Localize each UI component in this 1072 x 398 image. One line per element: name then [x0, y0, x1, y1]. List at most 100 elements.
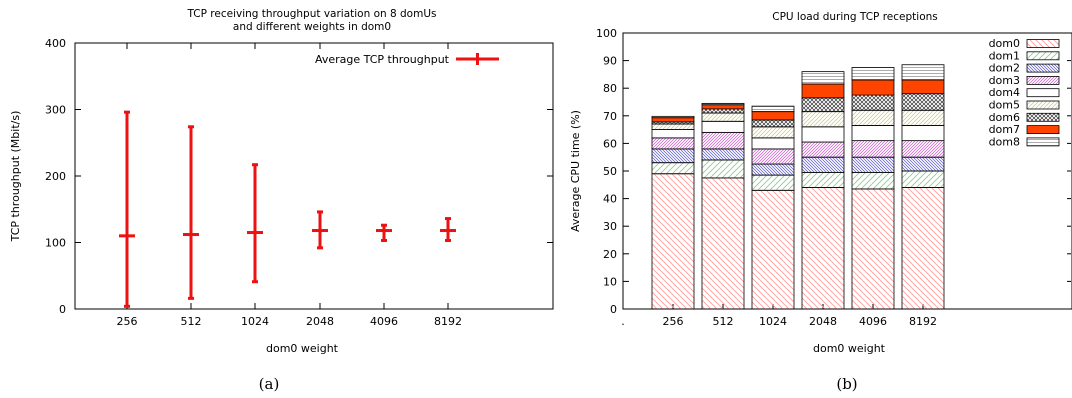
chart-b-segment-dom5 [801, 111, 845, 128]
chart-b-title: CPU load during TCP receptions [772, 11, 938, 23]
chart-b-segment-dom8 [901, 64, 945, 81]
chart-b-segment-dom1 [651, 162, 695, 175]
chart-b-segment-dom0 [851, 188, 895, 310]
chart-b-segment-dom1 [901, 170, 945, 188]
chart-b-segment-dom0 [651, 173, 695, 310]
chart-a-errorbar-256 [119, 110, 135, 308]
chart-b-legend-label-dom1: dom1 [989, 49, 1020, 62]
chart-b-segment-dom8 [651, 115, 695, 119]
chart-b-segment-dom7 [701, 104, 745, 110]
chart-b-x-tick-label: 256 [663, 315, 684, 328]
chart-b-segment-dom4 [901, 125, 945, 142]
chart-b-segment-dom6 [801, 97, 845, 113]
chart-b-segment-dom2 [651, 148, 695, 164]
chart-b-x-origin-label: . [621, 315, 625, 328]
chart-b-segment-dom2 [901, 156, 945, 172]
chart-a-x-tick-label: 512 [181, 315, 202, 328]
chart-b-segment-dom3 [801, 141, 845, 158]
chart-a-y-tick-label: 100 [45, 237, 66, 250]
chart-b-segment-dom5 [701, 112, 745, 122]
chart-a-x-axis-label: dom0 weight [266, 342, 339, 355]
chart-b-segment-dom7 [851, 79, 895, 96]
chart-a-plot-frame [74, 42, 554, 310]
chart-b-stacked-bars [651, 64, 945, 310]
chart-a-errorbar-512 [183, 125, 199, 300]
chart-b-segment-dom3 [851, 140, 895, 158]
chart-b-segment-dom6 [751, 119, 795, 128]
chart-b-y-tick-label: 10 [603, 275, 617, 288]
chart-b-y-axis-label: Average CPU time (%) [569, 110, 582, 232]
chart-b-y-tick-label: 100 [596, 27, 617, 40]
chart-a-errorbar-4096 [376, 223, 392, 243]
chart-b-y-tick-label: 20 [603, 248, 617, 261]
chart-b-segment-dom6 [701, 108, 745, 114]
chart-b-segment-dom4 [851, 125, 895, 142]
chart-b-segment-dom2 [851, 156, 895, 173]
chart-a-y-tick-label: 400 [45, 37, 66, 50]
chart-b-segment-dom4 [701, 120, 745, 133]
chart-b-segment-dom6 [901, 93, 945, 111]
chart-b-x-tick-label: 2048 [809, 315, 837, 328]
chart-b-segment-dom1 [701, 159, 745, 179]
chart-b-y-tick-label: 90 [603, 55, 617, 68]
chart-a-errorbar-2048 [312, 210, 328, 250]
chart-b-bar-1024 [751, 105, 795, 310]
chart-b-segment-dom8 [851, 67, 895, 81]
chart-b-segment-dom0 [751, 189, 795, 310]
chart-b-y-tick-label: 0 [610, 303, 617, 316]
chart-b-segment-dom7 [801, 83, 845, 99]
chart-b-segment-dom0 [901, 187, 945, 310]
chart-b-y-tick-label: 80 [603, 82, 617, 95]
caption-b: (b) [836, 375, 857, 393]
throughput-errorbar-chart: TCP receiving throughput variation on 8 … [9, 8, 554, 393]
chart-a-x-tick-label: 4096 [370, 315, 398, 328]
chart-b-legend-swatch-dom0 [1026, 39, 1060, 48]
chart-b-segment-dom1 [851, 171, 895, 190]
chart-b-x-tick-label: 8192 [909, 315, 937, 328]
chart-b-x-ticks: . 256 512 1024 2048 4096 8192 [621, 304, 937, 328]
chart-b-legend-swatch-dom1 [1026, 51, 1060, 61]
chart-b-segment-dom6 [851, 94, 895, 111]
chart-b-bar-256 [651, 115, 695, 310]
chart-a-errorbar-8192 [440, 217, 456, 243]
chart-b-legend-label-dom2: dom2 [989, 62, 1020, 75]
chart-b-segment-dom5 [901, 109, 945, 126]
chart-b-legend-label-dom8: dom8 [989, 135, 1020, 148]
chart-b-y-tick-label: 60 [603, 137, 617, 150]
chart-b-legend-label-dom7: dom7 [989, 123, 1020, 136]
chart-a-error-bars [119, 110, 456, 308]
cpu-load-stacked-bar-chart: CPU load during TCP receptions 0 10 20 30 40… [569, 11, 1072, 393]
chart-a-y-tick-label: 0 [59, 303, 66, 316]
chart-a-x-tick-label: 2048 [306, 315, 334, 328]
chart-a-title-line-2: and different weights in dom0 [233, 21, 391, 33]
chart-b-y-tick-label: 70 [603, 110, 617, 123]
chart-b-segment-dom0 [801, 187, 845, 310]
caption-a: (a) [259, 375, 280, 393]
chart-b-segment-dom7 [901, 79, 945, 95]
chart-b-segment-dom4 [651, 129, 695, 139]
chart-a-y-axis-label: TCP throughput (Mbit/s) [9, 111, 22, 243]
chart-b-segment-dom4 [751, 137, 795, 150]
chart-b-legend-swatch-dom4 [1026, 88, 1060, 98]
chart-b-segment-dom2 [701, 148, 745, 161]
chart-b-legend-swatch-dom3 [1026, 76, 1060, 85]
chart-b-legend-label-dom3: dom3 [989, 74, 1020, 87]
chart-a-x-tick-label: 256 [117, 315, 138, 328]
chart-b-segment-dom3 [751, 148, 795, 165]
chart-b-legend-label-dom4: dom4 [989, 86, 1020, 99]
chart-b-bar-8192 [901, 64, 945, 310]
chart-b-segment-dom8 [801, 71, 845, 85]
chart-b-y-tick-label: 50 [603, 165, 617, 178]
chart-b-bar-2048 [801, 71, 845, 310]
chart-b-legend-label-dom6: dom6 [989, 111, 1020, 124]
chart-b-segment-dom1 [751, 174, 795, 191]
chart-b-segment-dom3 [901, 140, 945, 158]
chart-b-x-tick-label: 4096 [859, 315, 887, 328]
chart-b-segment-dom5 [751, 126, 795, 139]
chart-b-legend-swatch-dom8 [1026, 137, 1060, 147]
chart-b-legend-swatch-dom6 [1026, 112, 1060, 122]
chart-b-x-tick-label: 1024 [759, 315, 787, 328]
chart-a-x-tick-label: 1024 [241, 315, 269, 328]
chart-b-legend-swatch-dom7 [1026, 125, 1060, 134]
